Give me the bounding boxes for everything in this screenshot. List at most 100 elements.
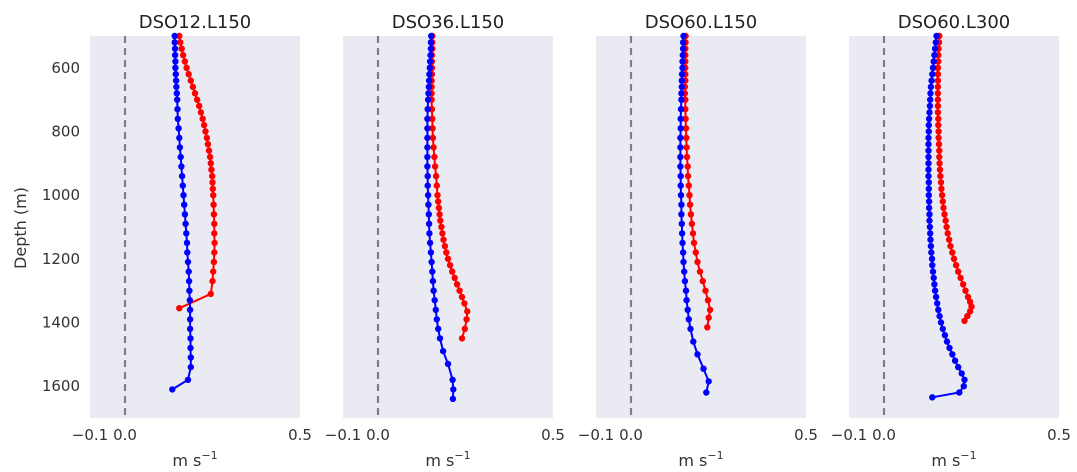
data-point-blue (925, 141, 932, 148)
data-point-blue (936, 312, 943, 320)
data-point-blue (172, 77, 180, 84)
x-tick-label: 0.5 (794, 426, 818, 444)
panel-title: DSO36.L150 (392, 12, 504, 33)
data-point-red (692, 249, 699, 256)
data-point-blue (690, 338, 697, 345)
y-tick-label: 1400 (42, 314, 80, 332)
data-point-red (429, 125, 436, 132)
data-point-blue (181, 211, 189, 218)
data-point-red (436, 211, 443, 218)
data-point-red (210, 268, 217, 275)
data-point-blue (431, 297, 438, 304)
data-point-blue (173, 90, 180, 97)
data-point-red (935, 141, 943, 148)
x-tick-label: 0.0 (619, 426, 643, 444)
data-point-red (935, 134, 942, 142)
data-point-blue (703, 389, 710, 396)
data-point-blue (449, 376, 456, 383)
data-point-red (451, 274, 458, 282)
data-point-blue (678, 230, 686, 237)
data-point-red (453, 281, 461, 288)
data-point-blue (187, 335, 194, 342)
data-point-red (935, 121, 942, 129)
data-point-blue (683, 297, 690, 304)
data-point-blue (925, 185, 932, 192)
data-point-blue (931, 51, 938, 59)
data-point-blue (679, 58, 686, 65)
data-point-blue (684, 306, 691, 313)
data-point-blue (931, 281, 938, 288)
data-point-red (943, 223, 950, 231)
data-point-red (944, 230, 951, 237)
data-point-red (197, 109, 205, 116)
data-point-blue (931, 287, 939, 294)
data-point-blue (679, 249, 687, 256)
data-point-red (461, 325, 468, 333)
data-point-blue (946, 344, 953, 352)
data-point-blue (929, 394, 936, 401)
data-point-blue (679, 239, 686, 247)
data-point-blue (425, 201, 432, 208)
data-point-red (183, 64, 190, 72)
data-point-red (935, 58, 942, 65)
data-point-red (704, 324, 711, 331)
data-point-blue (933, 32, 940, 40)
data-point-red (209, 179, 216, 186)
x-tick-label: 0.5 (288, 426, 312, 444)
data-point-blue (681, 277, 689, 285)
data-point-red (940, 204, 947, 212)
data-point-red (934, 77, 942, 84)
data-point-blue (425, 77, 433, 84)
y-tick-label: 800 (51, 123, 80, 141)
data-point-red (444, 255, 452, 262)
data-point-red (461, 300, 468, 307)
y-tick-label: 1200 (42, 250, 80, 268)
data-point-blue (171, 51, 179, 59)
data-point-blue (426, 230, 433, 237)
data-point-red (446, 262, 454, 269)
x-tick-label: −0.1 (831, 426, 867, 444)
y-tick-label: 1000 (42, 186, 80, 204)
data-point-blue (925, 179, 932, 186)
data-point-blue (429, 268, 436, 275)
data-point-red (207, 290, 214, 298)
data-point-red (458, 335, 466, 342)
data-point-red (690, 239, 698, 247)
data-point-red (682, 115, 689, 123)
data-point-red (683, 134, 690, 142)
data-point-red (181, 58, 189, 65)
y-tick-label: 1600 (42, 377, 80, 395)
data-point-blue (424, 115, 431, 123)
data-point-red (937, 179, 945, 186)
data-point-red (694, 258, 701, 266)
data-point-blue (678, 71, 686, 78)
data-point-blue (925, 121, 932, 129)
data-point-blue (939, 325, 946, 333)
data-point-red (435, 198, 442, 205)
data-point-red (936, 166, 944, 173)
data-point-blue (439, 347, 447, 355)
data-point-blue (425, 83, 432, 91)
data-point-red (209, 185, 216, 192)
data-point-blue (925, 134, 932, 142)
data-point-blue (174, 106, 181, 113)
y-axis-label: Depth (m) (11, 187, 30, 269)
data-point-blue (424, 182, 431, 189)
data-point-blue (930, 58, 937, 65)
data-point-red (193, 96, 201, 103)
data-point-red (686, 192, 693, 199)
data-point-blue (172, 64, 179, 72)
data-point-red (210, 201, 217, 208)
data-point-red (210, 211, 218, 218)
data-point-blue (183, 239, 191, 247)
x-tick-label: 0.0 (113, 426, 137, 444)
data-point-red (206, 153, 214, 161)
data-point-red (432, 172, 440, 180)
data-point-blue (700, 365, 707, 372)
data-point-red (204, 141, 212, 148)
data-point-blue (927, 236, 934, 243)
data-point-red (968, 303, 975, 310)
data-point-red (934, 64, 942, 72)
data-point-red (964, 312, 971, 320)
data-point-red (429, 115, 436, 123)
